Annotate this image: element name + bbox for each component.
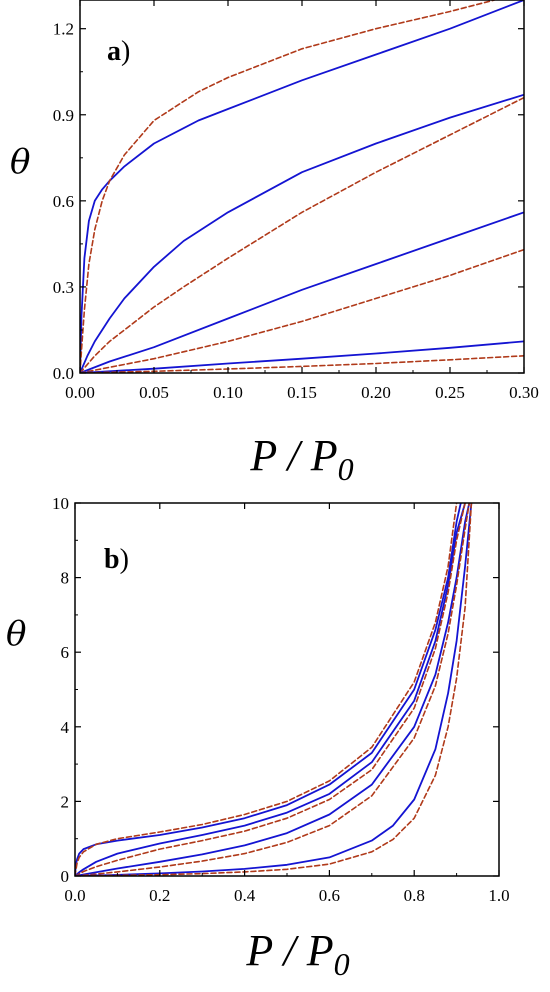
panel-b-series-6-dashed-line <box>75 503 471 876</box>
panel-b-x-tick-label: 0.8 <box>404 886 425 905</box>
panel-b-x-tick-label: 0.0 <box>64 886 85 905</box>
panel-b-x-tick-label: 1.0 <box>488 886 509 905</box>
panel-b-series-1-solid-line <box>75 503 462 876</box>
panel-b-series-4-dashed-line <box>75 503 466 876</box>
panel-b-label: b) <box>104 544 129 575</box>
panel-a-series-3-solid-line <box>80 93 524 373</box>
panel-b: 0.0 0.2 0.4 0.6 0.8 1.0 0 2 4 6 8 10 b) θ P / P0 <box>6 494 510 982</box>
panel-a-series-2-dashed-line <box>80 0 496 373</box>
panel-b-x-tick-label: 0.6 <box>319 886 340 905</box>
panel-b-y-ticks: 0 2 4 6 8 10 <box>52 494 499 886</box>
panel-b-y-axis-title: θ <box>6 614 26 654</box>
panel-a-y-tick-label: 1.2 <box>53 20 74 39</box>
panel-b-series-8-dashed-line <box>75 503 473 876</box>
panel-a-x-tick-label: 0.10 <box>213 383 243 402</box>
panel-a-series-4-dashed-line <box>80 96 524 373</box>
panel-a-y-tick-label: 0.9 <box>53 106 74 125</box>
panel-b-y-tick-label: 10 <box>52 494 69 513</box>
panel-b-x-ticks: 0.0 0.2 0.4 0.6 0.8 1.0 <box>64 503 510 905</box>
panel-b-y-tick-label: 8 <box>61 569 70 588</box>
panel-b-x-tick-label: 0.2 <box>149 886 170 905</box>
panel-a-series <box>80 0 524 373</box>
panel-b-y-tick-label: 6 <box>61 643 70 662</box>
panel-b-frame <box>74 502 500 877</box>
panel-a-x-tick-label: 0.15 <box>287 383 317 402</box>
panel-a-series-6-dashed-line <box>80 248 524 373</box>
panel-a-y-axis-title: θ <box>10 142 30 182</box>
panel-a-x-tick-label: 0.30 <box>509 383 539 402</box>
panel-a-y-tick-label: 0.3 <box>53 278 74 297</box>
panel-a-x-tick-label: 0.00 <box>65 383 95 402</box>
panel-a-series-1-solid-line <box>80 0 524 373</box>
panel-b-y-tick-label: 4 <box>61 718 70 737</box>
panel-b-y-tick-label: 0 <box>61 867 70 886</box>
panel-b-series-7-solid-line <box>75 503 473 876</box>
panel-b-series-3-solid-line <box>75 503 466 876</box>
panel-b-series <box>75 503 473 876</box>
panel-a-frame <box>79 0 525 374</box>
panel-a-x-tick-label: 0.05 <box>139 383 169 402</box>
panel-b-x-axis-title: P / P0 <box>245 926 349 982</box>
panel-a-y-ticks: 0.0 0.3 0.6 0.9 1.2 <box>53 20 524 383</box>
panel-b-series-5-solid-line <box>75 503 471 876</box>
panel-a-label: a) <box>107 36 130 67</box>
panel-a-x-tick-label: 0.25 <box>435 383 465 402</box>
panel-a-x-ticks: 0.00 0.05 0.10 0.15 0.20 0.25 0.30 <box>65 0 539 402</box>
panel-b-series-2-dashed-line <box>75 503 458 876</box>
panel-b-y-tick-label: 2 <box>61 792 70 811</box>
panel-a: 0.00 0.05 0.10 0.15 0.20 0.25 0.30 0.00.30.60.… <box>10 0 539 487</box>
panel-a-x-axis-title: P / P0 <box>249 431 353 487</box>
panel-a-series-5-solid-line <box>80 211 524 373</box>
panel-b-x-tick-label: 0.4 <box>234 886 256 905</box>
panel-a-y-tick-label: 0.6 <box>53 192 74 211</box>
panel-a-y-tick-label: 0.0 <box>53 364 74 383</box>
panel-a-x-tick-label: 0.20 <box>361 383 391 402</box>
